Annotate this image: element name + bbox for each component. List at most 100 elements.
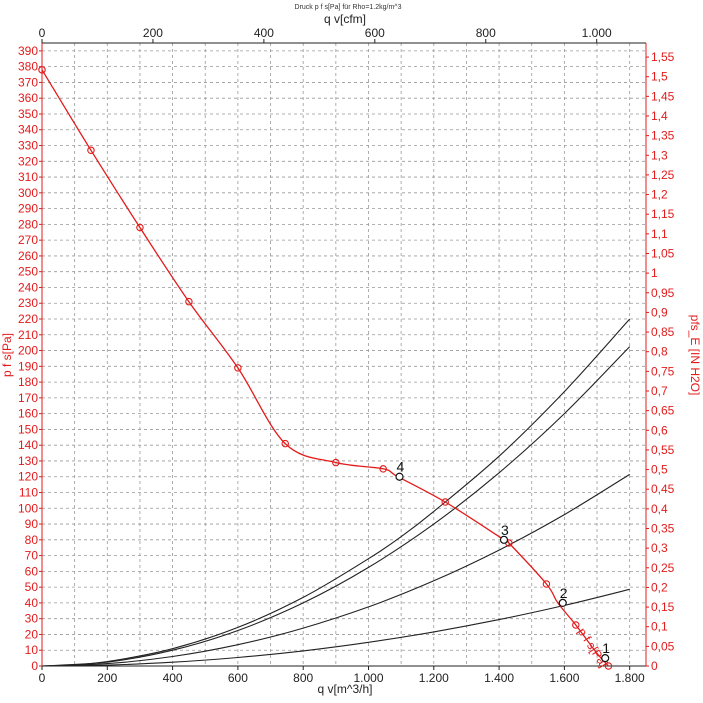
y-tick-label: 120 <box>18 470 38 484</box>
x-tick-label: 800 <box>293 671 313 685</box>
y-right-tick-label: 0,35 <box>651 521 675 535</box>
y-axis-left-label: p f s[Pa] <box>0 333 14 377</box>
y-tick-label: 320 <box>18 154 38 168</box>
y-right-tick-label: 0,55 <box>651 443 675 457</box>
y-right-tick-label: 1,55 <box>651 50 675 64</box>
y-tick-label: 100 <box>18 501 38 515</box>
operating-point-label: 1 <box>602 640 610 656</box>
y-tick-label: 210 <box>18 328 38 342</box>
y-tick-label: 300 <box>18 186 38 200</box>
y-tick-label: 190 <box>18 359 38 373</box>
fan-curve-marker <box>332 458 340 467</box>
y-tick-label: 40 <box>25 596 39 610</box>
operating-point-label: 4 <box>397 459 405 475</box>
fan-curve-marker <box>379 465 387 473</box>
y-right-tick-label: 1,35 <box>651 129 675 143</box>
y-right-tick-label: 0,2 <box>651 580 668 594</box>
y-tick-label: 160 <box>18 407 38 421</box>
x-tick-label: 1.800 <box>615 671 645 685</box>
y-tick-label: 20 <box>25 627 39 641</box>
fan-curve-marker <box>234 364 242 372</box>
y-right-tick-label: 0,9 <box>651 305 668 319</box>
grid <box>42 43 646 666</box>
fan-curve-marker <box>281 439 289 448</box>
y-right-tick-label: 0,8 <box>651 345 668 359</box>
fan-curve-marker <box>604 662 613 670</box>
y-tick-label: 380 <box>18 60 38 74</box>
system-curve-line <box>41 588 630 667</box>
y-right-tick-label: 0,1 <box>651 620 668 634</box>
system-curve-line <box>41 346 631 667</box>
x-tick-label: 600 <box>228 671 248 685</box>
y-tick-label: 150 <box>18 422 38 436</box>
y-tick-label: 30 <box>25 612 39 626</box>
y-tick-label: 0 <box>31 659 38 673</box>
y-right-tick-label: 1,3 <box>651 148 668 162</box>
y-right-tick-label: 0,7 <box>651 384 668 398</box>
y-right-tick-label: 0,05 <box>651 639 675 653</box>
y-right-tick-label: 0,3 <box>651 541 668 555</box>
x-top-tick-label: 200 <box>143 26 163 40</box>
x-tick-label: 1.000 <box>353 671 383 685</box>
y-right-tick-label: 0,25 <box>651 561 675 575</box>
operating-point-marker <box>499 535 509 544</box>
y-tick-label: 270 <box>18 233 38 247</box>
x-top-tick-label: 600 <box>365 26 385 40</box>
y-right-tick-label: 0,65 <box>651 404 675 418</box>
chart-title: Druck p f s[Pa] für Rho=1.2kg/m^3 <box>295 4 402 11</box>
system-curve-line <box>41 473 630 667</box>
y-tick-label: 360 <box>18 91 38 105</box>
fan-curve-marker <box>441 498 449 506</box>
y-tick-label: 280 <box>18 217 38 231</box>
y-tick-label: 350 <box>18 107 38 121</box>
x-tick-label: 0 <box>39 671 46 685</box>
y-right-tick-label: 0,95 <box>651 286 675 300</box>
y-right-tick-label: 1,15 <box>651 207 675 221</box>
y-tick-label: 70 <box>25 549 39 563</box>
y-tick-label: 290 <box>18 202 38 216</box>
y-tick-label: 390 <box>18 44 38 58</box>
y-tick-label: 90 <box>25 517 39 531</box>
fan-curve-marker <box>136 223 144 232</box>
y-tick-label: 330 <box>18 139 38 153</box>
y-right-tick-label: 0,5 <box>651 463 668 477</box>
operating-point-marker <box>395 472 404 481</box>
y-tick-label: 170 <box>18 391 38 405</box>
y-tick-label: 80 <box>25 533 39 547</box>
y-tick-label: 50 <box>25 580 39 594</box>
y-right-tick-label: 0,6 <box>651 423 668 437</box>
operating-point-marker <box>558 598 567 608</box>
y-tick-label: 240 <box>18 280 38 294</box>
y-right-tick-label: 1,5 <box>651 70 668 84</box>
y-tick-label: 180 <box>18 375 38 389</box>
y-right-tick-label: 1,45 <box>651 89 675 103</box>
y-tick-label: 10 <box>25 643 39 657</box>
y-tick-label: 260 <box>18 249 38 263</box>
x-tick-label: 200 <box>97 671 117 685</box>
y-right-tick-label: 0,85 <box>651 325 675 339</box>
operating-point-marker <box>601 654 610 663</box>
y-tick-label: 310 <box>18 170 38 184</box>
y-tick-label: 230 <box>18 296 38 310</box>
y-right-tick-label: 1 <box>651 266 658 280</box>
y-axis-right-label: pfs_E [IN H2O] <box>688 315 702 396</box>
y-tick-label: 110 <box>19 486 38 500</box>
y-tick-label: 130 <box>18 454 38 468</box>
y-right-tick-label: 0,75 <box>651 364 675 378</box>
system-curve-line <box>61 318 631 667</box>
y-right-tick-label: 1,4 <box>651 109 668 123</box>
y-right-tick-label: 0,4 <box>651 502 668 516</box>
y-right-tick-label: 1,25 <box>651 168 675 182</box>
x-axis-label: q v[m^3/h] <box>318 682 373 696</box>
x-top-tick-label: 400 <box>254 26 274 40</box>
x-tick-label: 1.200 <box>419 671 449 685</box>
fan-curve-marker <box>38 66 46 74</box>
operating-point-label: 3 <box>501 522 509 538</box>
fan-curve-marker <box>542 580 551 588</box>
y-right-tick-label: 0,45 <box>651 482 675 496</box>
x-top-tick-label: 0 <box>39 26 46 40</box>
y-tick-label: 250 <box>18 265 38 279</box>
